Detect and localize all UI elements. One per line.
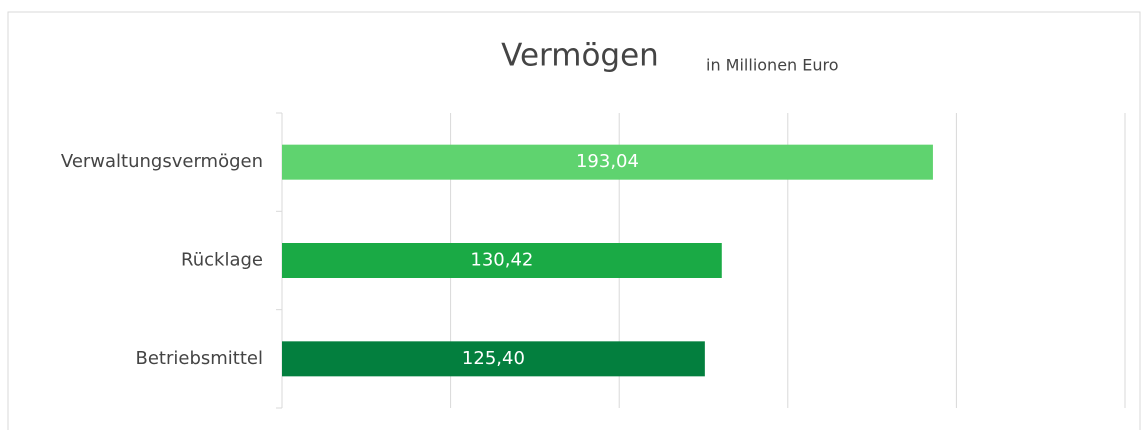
y-tick-label: Verwaltungsvermögen bbox=[61, 151, 263, 172]
chart-frame bbox=[7, 11, 1141, 430]
y-tick-label: Betriebsmittel bbox=[136, 348, 264, 369]
y-tick-label: Rücklage bbox=[181, 250, 263, 271]
bar bbox=[282, 243, 722, 278]
bar bbox=[282, 341, 705, 377]
chart-title: Vermögen bbox=[501, 38, 659, 74]
bar bbox=[282, 144, 933, 180]
data-label: 130,42 bbox=[470, 250, 533, 271]
data-label: 193,04 bbox=[576, 151, 639, 172]
data-label: 125,40 bbox=[462, 348, 525, 369]
chart-subtitle: in Millionen Euro bbox=[706, 56, 839, 75]
